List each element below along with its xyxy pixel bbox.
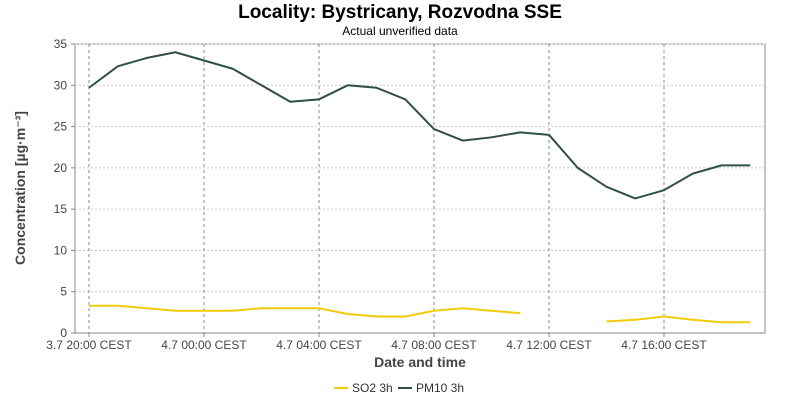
y-tick-label: 10 [54, 243, 68, 257]
x-tick-label: 4.7 04:00 CEST [276, 338, 362, 352]
legend-label-pm10-3h: PM10 3h [416, 381, 464, 395]
series-line-so2-3h [89, 304, 751, 324]
y-tick-label: 0 [60, 326, 67, 340]
legend: SO2 3h PM10 3h [334, 381, 464, 395]
plot-area: 0 5 10 15 20 25 30 35 3.7 20:00 CEST 4.7 00:00 CE… [46, 37, 766, 352]
y-tick-label: 5 [60, 285, 67, 299]
chart-subtitle: Actual unverified data [342, 24, 458, 38]
x-tick-label: 4.7 16:00 CEST [621, 338, 707, 352]
x-tick-label: 4.7 08:00 CEST [391, 338, 477, 352]
y-axis-title: Concentration [µg·m⁻³] [12, 111, 28, 265]
y-tick-label: 15 [54, 202, 68, 216]
y-tick-label: 35 [54, 37, 68, 51]
series-line-pm10-3h [88, 51, 751, 200]
x-tick-label: 4.7 12:00 CEST [506, 338, 592, 352]
y-tick-label: 25 [54, 120, 68, 134]
x-tick-label: 3.7 20:00 CEST [46, 338, 132, 352]
y-tick-label: 30 [54, 78, 68, 92]
x-axis-title: Date and time [374, 354, 466, 370]
x-tick-label: 4.7 00:00 CEST [161, 338, 247, 352]
y-tick-label: 20 [54, 161, 68, 175]
chart-title: Locality: Bystricany, Rozvodna SSE [238, 2, 562, 23]
plot-frame [74, 43, 766, 334]
legend-label-so2-3h: SO2 3h [352, 381, 393, 395]
